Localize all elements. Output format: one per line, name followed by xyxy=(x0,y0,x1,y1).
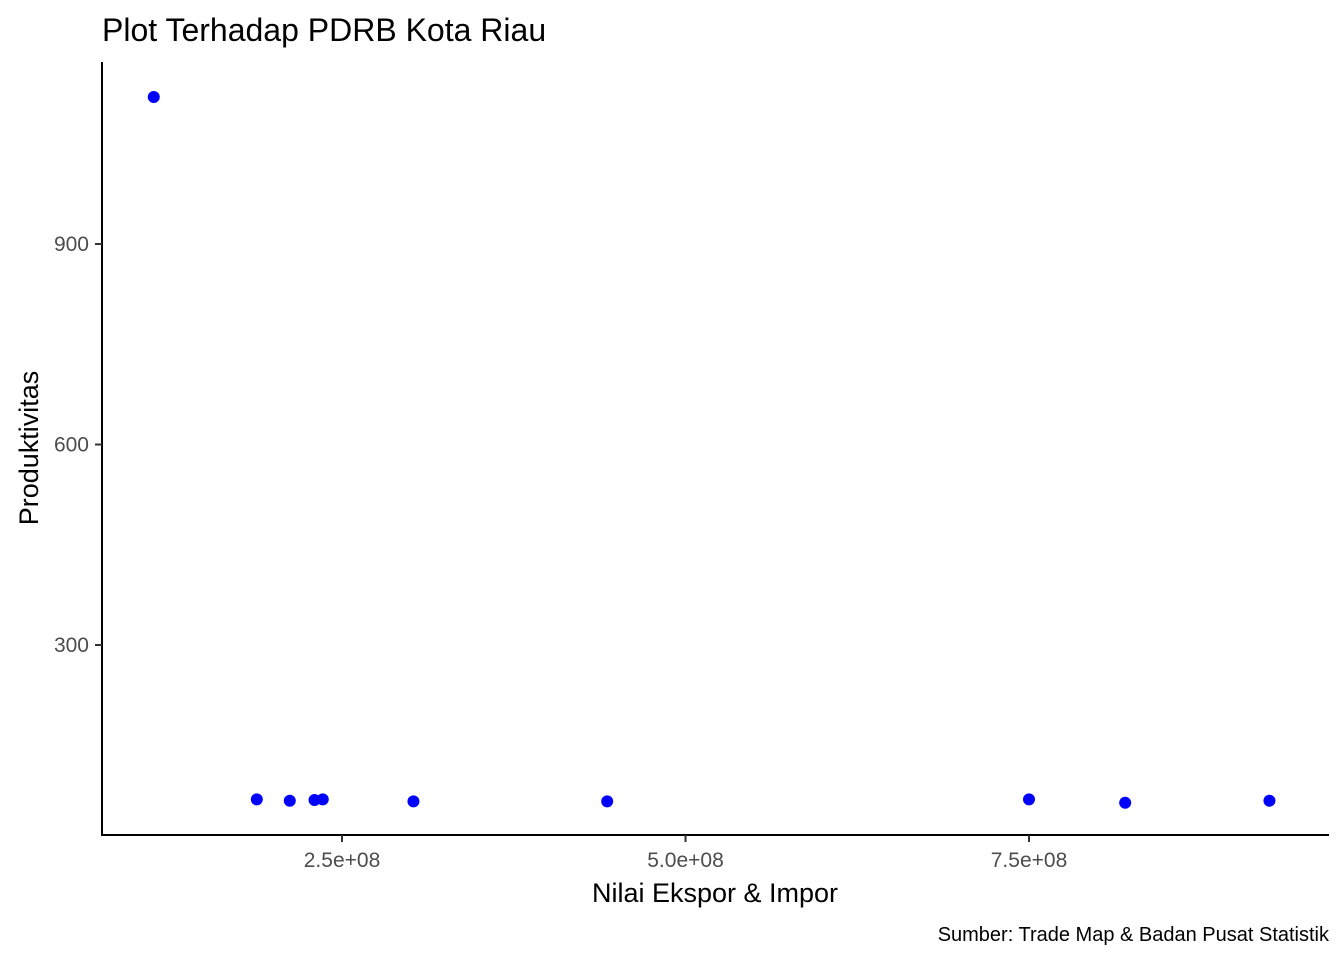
y-axis-ticks: 300 600 900 xyxy=(54,233,102,657)
x-axis-title: Nilai Ekspor & Impor xyxy=(592,878,838,908)
y-tick-label: 300 xyxy=(54,634,89,657)
data-point xyxy=(601,795,614,808)
data-point xyxy=(1023,793,1035,806)
data-point xyxy=(283,794,296,807)
x-axis-ticks: 2.5e+08 5.0e+08 7.5e+08 xyxy=(304,835,1068,872)
data-point xyxy=(407,795,420,808)
y-tick-label: 900 xyxy=(54,233,89,256)
y-axis-title: Produktivitas xyxy=(14,371,44,526)
data-point xyxy=(1263,794,1276,807)
x-tick-label: 5.0e+08 xyxy=(647,849,724,872)
y-tick-label: 600 xyxy=(54,434,89,457)
data-points xyxy=(147,90,1276,809)
x-tick-label: 7.5e+08 xyxy=(991,849,1068,872)
data-point xyxy=(250,793,263,806)
data-point xyxy=(147,90,160,103)
data-point xyxy=(316,793,329,806)
data-point xyxy=(1119,796,1132,809)
chart-caption: Sumber: Trade Map & Badan Pusat Statisti… xyxy=(938,924,1330,946)
x-tick-label: 2.5e+08 xyxy=(304,849,381,872)
chart-title: Plot Terhadap PDRB Kota Riau xyxy=(102,12,546,48)
